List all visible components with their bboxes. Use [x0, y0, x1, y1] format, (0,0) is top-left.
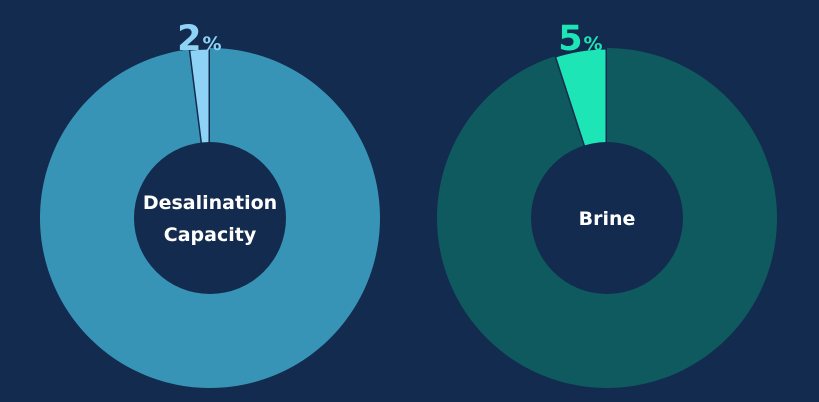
center-label-line: Desalination: [143, 192, 277, 214]
slice-percent-unit: %: [584, 33, 603, 55]
donut-chart-1: Desalination Capacity 2%: [39, 19, 380, 388]
slice-percent-label: 2%: [177, 19, 221, 59]
donut-hole: [134, 142, 286, 294]
donut-chart-2: Brine 5%: [437, 19, 778, 389]
slice-percent-value: 2: [177, 19, 201, 59]
slice-percent-value: 5: [558, 19, 582, 59]
slice-percent-unit: %: [202, 33, 221, 55]
center-label-line: Brine: [579, 208, 636, 230]
donut-hole: [531, 142, 683, 294]
slice-percent-label: 5%: [558, 19, 602, 59]
center-label-line: Capacity: [164, 224, 257, 246]
